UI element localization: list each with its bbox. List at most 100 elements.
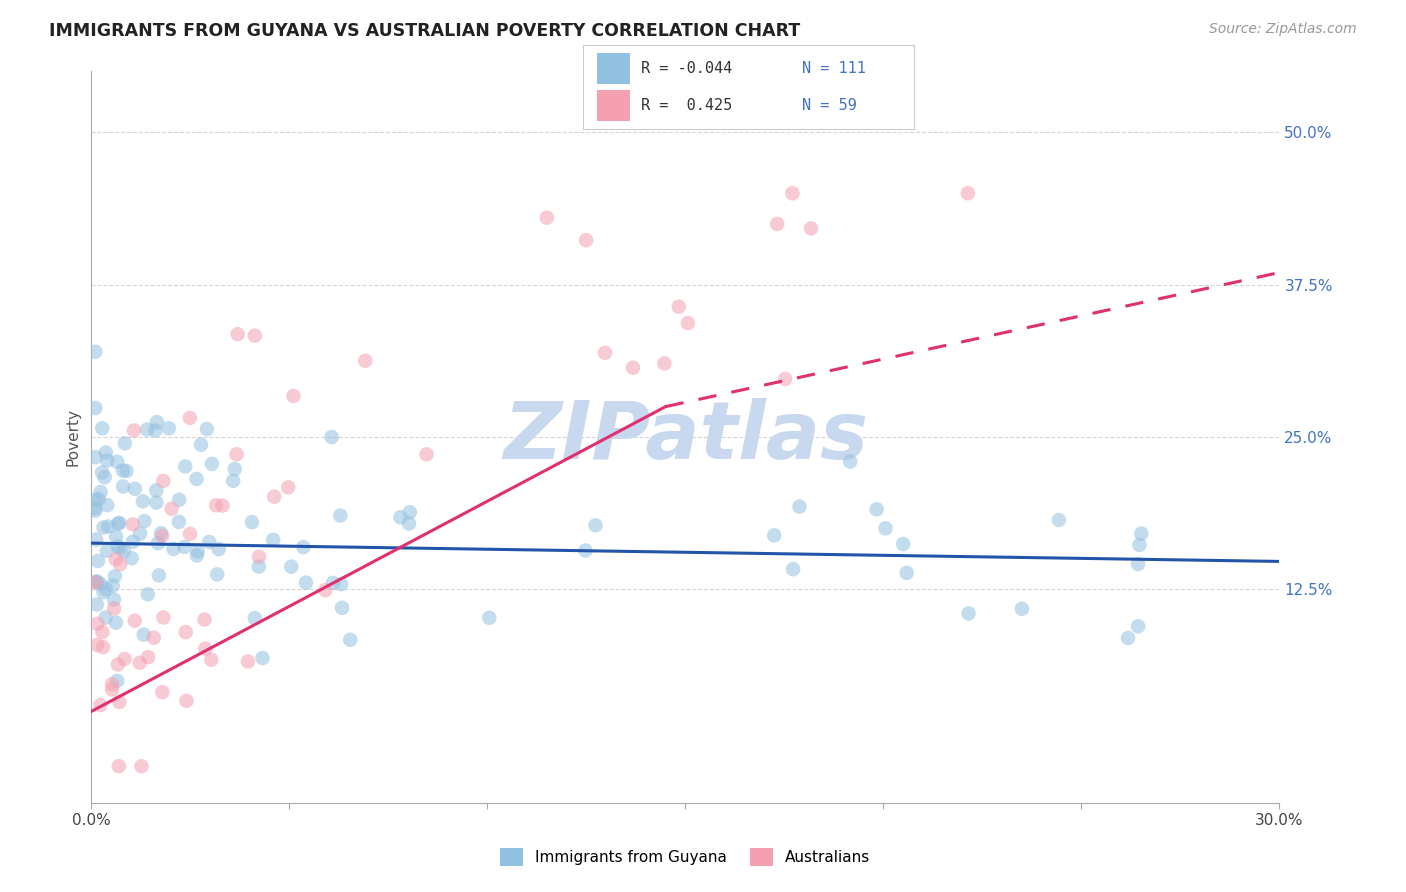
Point	[224, 462, 246, 476]
Point	[205, 498, 228, 512]
Point	[330, 600, 353, 615]
Point	[389, 510, 412, 524]
Point	[201, 457, 224, 471]
Point	[247, 549, 270, 564]
Point	[84, 574, 107, 589]
Point	[654, 356, 676, 370]
Point	[263, 490, 285, 504]
Point	[1126, 619, 1149, 633]
Point	[145, 424, 167, 438]
Point	[132, 627, 155, 641]
Text: R = -0.044: R = -0.044	[641, 61, 733, 76]
Point	[236, 655, 259, 669]
Point	[211, 499, 233, 513]
Point	[145, 483, 167, 498]
Point	[956, 186, 979, 201]
Point	[94, 582, 117, 596]
Point	[339, 632, 361, 647]
Point	[314, 583, 336, 598]
Point	[1128, 538, 1150, 552]
Point	[398, 505, 420, 519]
Point	[146, 415, 169, 429]
Point	[131, 759, 153, 773]
Point	[621, 360, 644, 375]
Point	[121, 551, 143, 566]
Point	[186, 549, 208, 563]
Point	[89, 698, 111, 712]
Point	[186, 472, 208, 486]
Point	[322, 575, 344, 590]
Point	[676, 316, 699, 330]
Point	[763, 528, 786, 542]
Point	[87, 492, 110, 507]
Point	[129, 526, 152, 541]
Point	[110, 557, 132, 571]
Point	[101, 579, 124, 593]
Point	[865, 502, 887, 516]
Point	[222, 474, 245, 488]
Point	[243, 611, 266, 625]
Point	[152, 610, 174, 624]
Point	[1047, 513, 1070, 527]
Point	[330, 577, 353, 591]
Point	[176, 694, 198, 708]
Point	[957, 607, 980, 621]
Point	[891, 537, 914, 551]
Point	[148, 568, 170, 582]
Point	[107, 539, 129, 553]
Point	[839, 454, 862, 468]
Point	[134, 514, 156, 528]
Point	[136, 423, 159, 437]
Point	[101, 677, 124, 691]
Point	[108, 541, 131, 556]
Point	[187, 544, 209, 558]
Bar	[596, 90, 630, 120]
Point	[478, 611, 501, 625]
Point	[1116, 631, 1139, 645]
Point	[668, 300, 690, 314]
Point	[193, 613, 215, 627]
Point	[86, 598, 108, 612]
Point	[321, 430, 343, 444]
Point	[789, 500, 811, 514]
Point	[86, 616, 108, 631]
Point	[86, 574, 108, 589]
Legend: Immigrants from Guyana, Australians: Immigrants from Guyana, Australians	[494, 841, 877, 872]
Point	[84, 503, 107, 517]
Point	[90, 485, 112, 500]
Point	[136, 650, 159, 665]
Point	[124, 614, 146, 628]
Point	[84, 344, 107, 359]
Point	[105, 673, 128, 688]
Point	[103, 592, 125, 607]
Point	[152, 474, 174, 488]
Point	[96, 453, 118, 467]
Point	[283, 389, 305, 403]
Y-axis label: Poverty: Poverty	[65, 408, 80, 467]
Text: N = 111: N = 111	[801, 61, 866, 76]
Point	[277, 480, 299, 494]
Point	[136, 587, 159, 601]
Point	[150, 685, 173, 699]
Point	[174, 625, 197, 640]
Point	[132, 494, 155, 508]
Point	[93, 585, 115, 599]
Point	[103, 601, 125, 615]
Point	[115, 464, 138, 478]
Point	[93, 470, 115, 484]
Point	[354, 353, 377, 368]
Point	[91, 640, 114, 654]
Point	[167, 492, 190, 507]
Point	[84, 492, 107, 507]
Point	[104, 569, 127, 583]
Point	[93, 520, 115, 534]
Point	[574, 543, 596, 558]
Point	[173, 540, 195, 554]
Point	[142, 631, 165, 645]
Point	[198, 535, 221, 549]
Point	[195, 422, 218, 436]
Point	[104, 615, 127, 630]
Point	[167, 515, 190, 529]
Point	[160, 501, 183, 516]
Point	[896, 566, 918, 580]
